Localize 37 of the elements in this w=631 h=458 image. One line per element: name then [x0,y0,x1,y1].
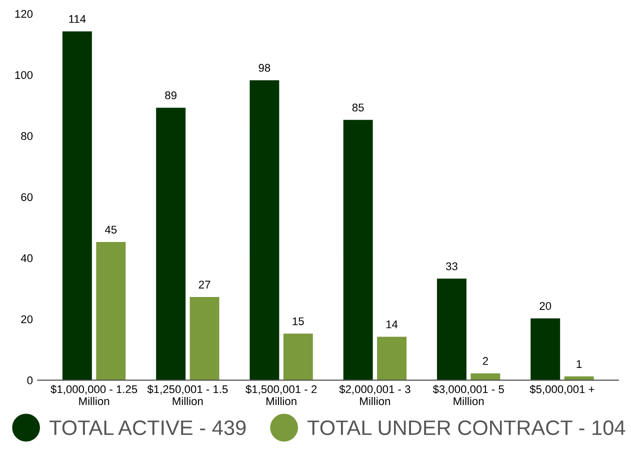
bar [156,108,186,380]
bar [343,120,373,380]
data-label: 89 [165,91,176,100]
data-label: 45 [104,226,117,234]
data-label: 14 [386,320,398,328]
x-tick-label: $1,000,000 - 1.25 Million [50,384,138,406]
data-label: 1 [576,360,582,368]
data-label: 2 [482,357,488,365]
bar [530,318,560,380]
bar [62,31,92,380]
data-label: 27 [198,280,210,288]
x-tick-label: $2,000,001 - 3 Million [339,384,410,406]
y-tick-label: 120 [15,10,33,18]
data-label: 33 [446,262,458,270]
legend-label: TOTAL UNDER CONTRACT - 104 [307,420,626,436]
data-label: 98 [258,64,270,72]
y-tick-label: 100 [15,71,33,79]
y-tick-label: 40 [20,254,33,262]
data-label: 20 [540,302,552,310]
bar [190,297,220,380]
data-label: 85 [352,104,364,112]
y-tick-label: 20 [21,315,33,324]
y-tick-label: 60 [21,193,33,202]
bar [283,334,313,380]
bar [377,336,407,380]
bar [436,278,466,380]
x-tick-label: $3,000,001 - 5 Million [432,384,504,406]
bar [96,242,126,380]
x-tick-label: $5,000,001 + [530,384,594,394]
data-label: 114 [69,15,86,23]
bar [250,80,280,380]
data-label: 15 [292,317,304,326]
legend-label: TOTAL ACTIVE - 439 [49,420,246,436]
y-tick-label: 80 [21,132,33,140]
x-tick-label: $1,250,001 - 1.5 Million [147,384,228,406]
y-tick-label: 0 [27,376,33,384]
x-tick-label: $1,500,001 - 2 Million [246,384,317,406]
